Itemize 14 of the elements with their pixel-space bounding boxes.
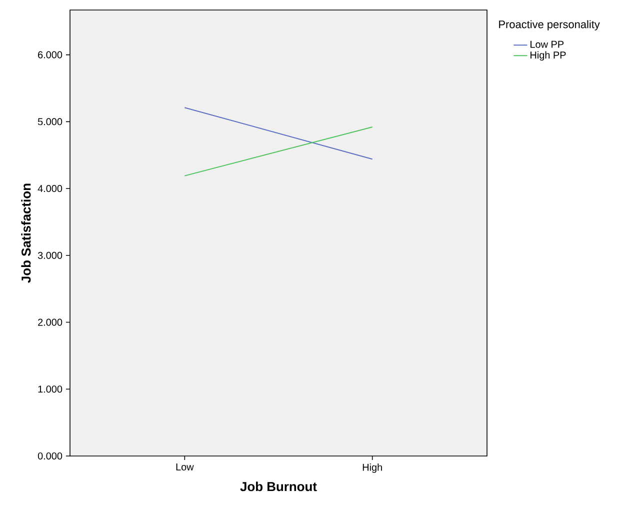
x-tick-label: High: [362, 464, 382, 473]
x-axis-title: Job Burnout: [240, 482, 317, 492]
y-tick-label: 0.000: [38, 452, 62, 460]
legend-title: Proactive personality: [499, 20, 600, 30]
y-tick-label: 6.000: [38, 51, 62, 58]
y-tick-label: 3.000: [38, 252, 62, 259]
y-tick-label: 4.000: [38, 185, 62, 192]
legend-label: Low PP: [530, 40, 564, 48]
y-tick-label: 2.000: [38, 318, 62, 326]
y-tick-label: 1.000: [38, 386, 62, 393]
y-tick-label: 5.000: [38, 118, 62, 126]
legend-label: High PP: [530, 51, 566, 61]
x-tick-label: Low: [176, 464, 194, 470]
y-axis-title: Job Satisfaction: [21, 184, 31, 283]
